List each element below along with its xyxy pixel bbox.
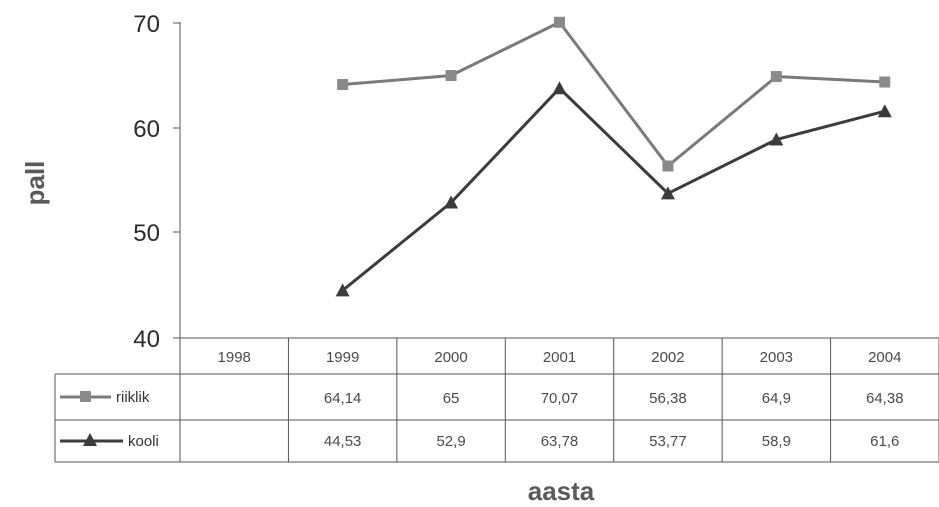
series-line-riiklik: [342, 20, 885, 169]
x-category-label: 1999: [326, 349, 359, 366]
x-category-label: 2002: [651, 349, 684, 366]
table-cell-kooli: 63,78: [541, 433, 579, 450]
table-cell-kooli: 52,9: [436, 433, 465, 450]
table-cell-riiklik: 64,38: [866, 390, 904, 407]
data-point-riiklik: [662, 160, 674, 172]
y-tick-label: 50: [133, 220, 160, 247]
legend-label-riiklik: riiklik: [116, 389, 150, 406]
data-point-kooli: [660, 186, 675, 200]
table-cell-riiklik: 64,9: [762, 390, 791, 407]
x-category-label: 2000: [434, 349, 467, 366]
y-tick-label: 40: [133, 326, 160, 353]
data-point-riiklik: [445, 70, 457, 81]
legend-kooli: kooli: [60, 433, 159, 450]
data-point-kooli: [335, 283, 350, 297]
table-cell-kooli: 58,9: [762, 433, 791, 450]
x-category-label: 1998: [218, 349, 251, 366]
data-point-kooli: [552, 81, 567, 95]
x-category-label: 2001: [543, 349, 576, 366]
data-point-kooli: [444, 195, 459, 209]
legend-label-kooli: kooli: [128, 433, 159, 450]
table-cell-kooli: 53,77: [649, 433, 687, 450]
series-lines: [341, 20, 886, 292]
table-cell-riiklik: 64,14: [324, 390, 362, 407]
data-point-riiklik: [337, 79, 349, 91]
data-table: [54, 337, 939, 463]
table-column-dividers: [179, 338, 939, 462]
series-markers: [335, 16, 892, 297]
y-axis-title: pall: [20, 161, 50, 206]
x-category-label: 2003: [760, 349, 793, 366]
legend-triangle-marker: [83, 433, 97, 446]
table-cell-riiklik: 70,07: [541, 390, 579, 407]
x-axis-title: aasta: [528, 476, 595, 506]
x-category-label: 2004: [868, 349, 901, 366]
data-point-kooli: [769, 132, 784, 146]
y-tick-label: 70: [133, 11, 160, 38]
y-axis: 70 60 50 40: [133, 11, 181, 353]
legend-square-marker: [80, 391, 91, 402]
table-cell-riiklik: 56,38: [649, 390, 687, 407]
data-point-riiklik: [770, 71, 782, 83]
data-point-riiklik: [554, 16, 565, 28]
legend-riiklik: riiklik: [60, 389, 150, 406]
table-cell-kooli: 44,53: [324, 433, 362, 450]
data-point-kooli: [877, 104, 892, 118]
table-cell-kooli: 61,6: [870, 433, 899, 450]
series-line-kooli: [341, 86, 886, 292]
table-cells: 1998 1999 2000 2001 2002 2003 2004 64,14 65 70,07…: [218, 349, 904, 450]
data-point-riiklik: [879, 76, 891, 88]
y-tick-label: 60: [133, 116, 160, 143]
table-cell-riiklik: 65: [443, 390, 460, 407]
